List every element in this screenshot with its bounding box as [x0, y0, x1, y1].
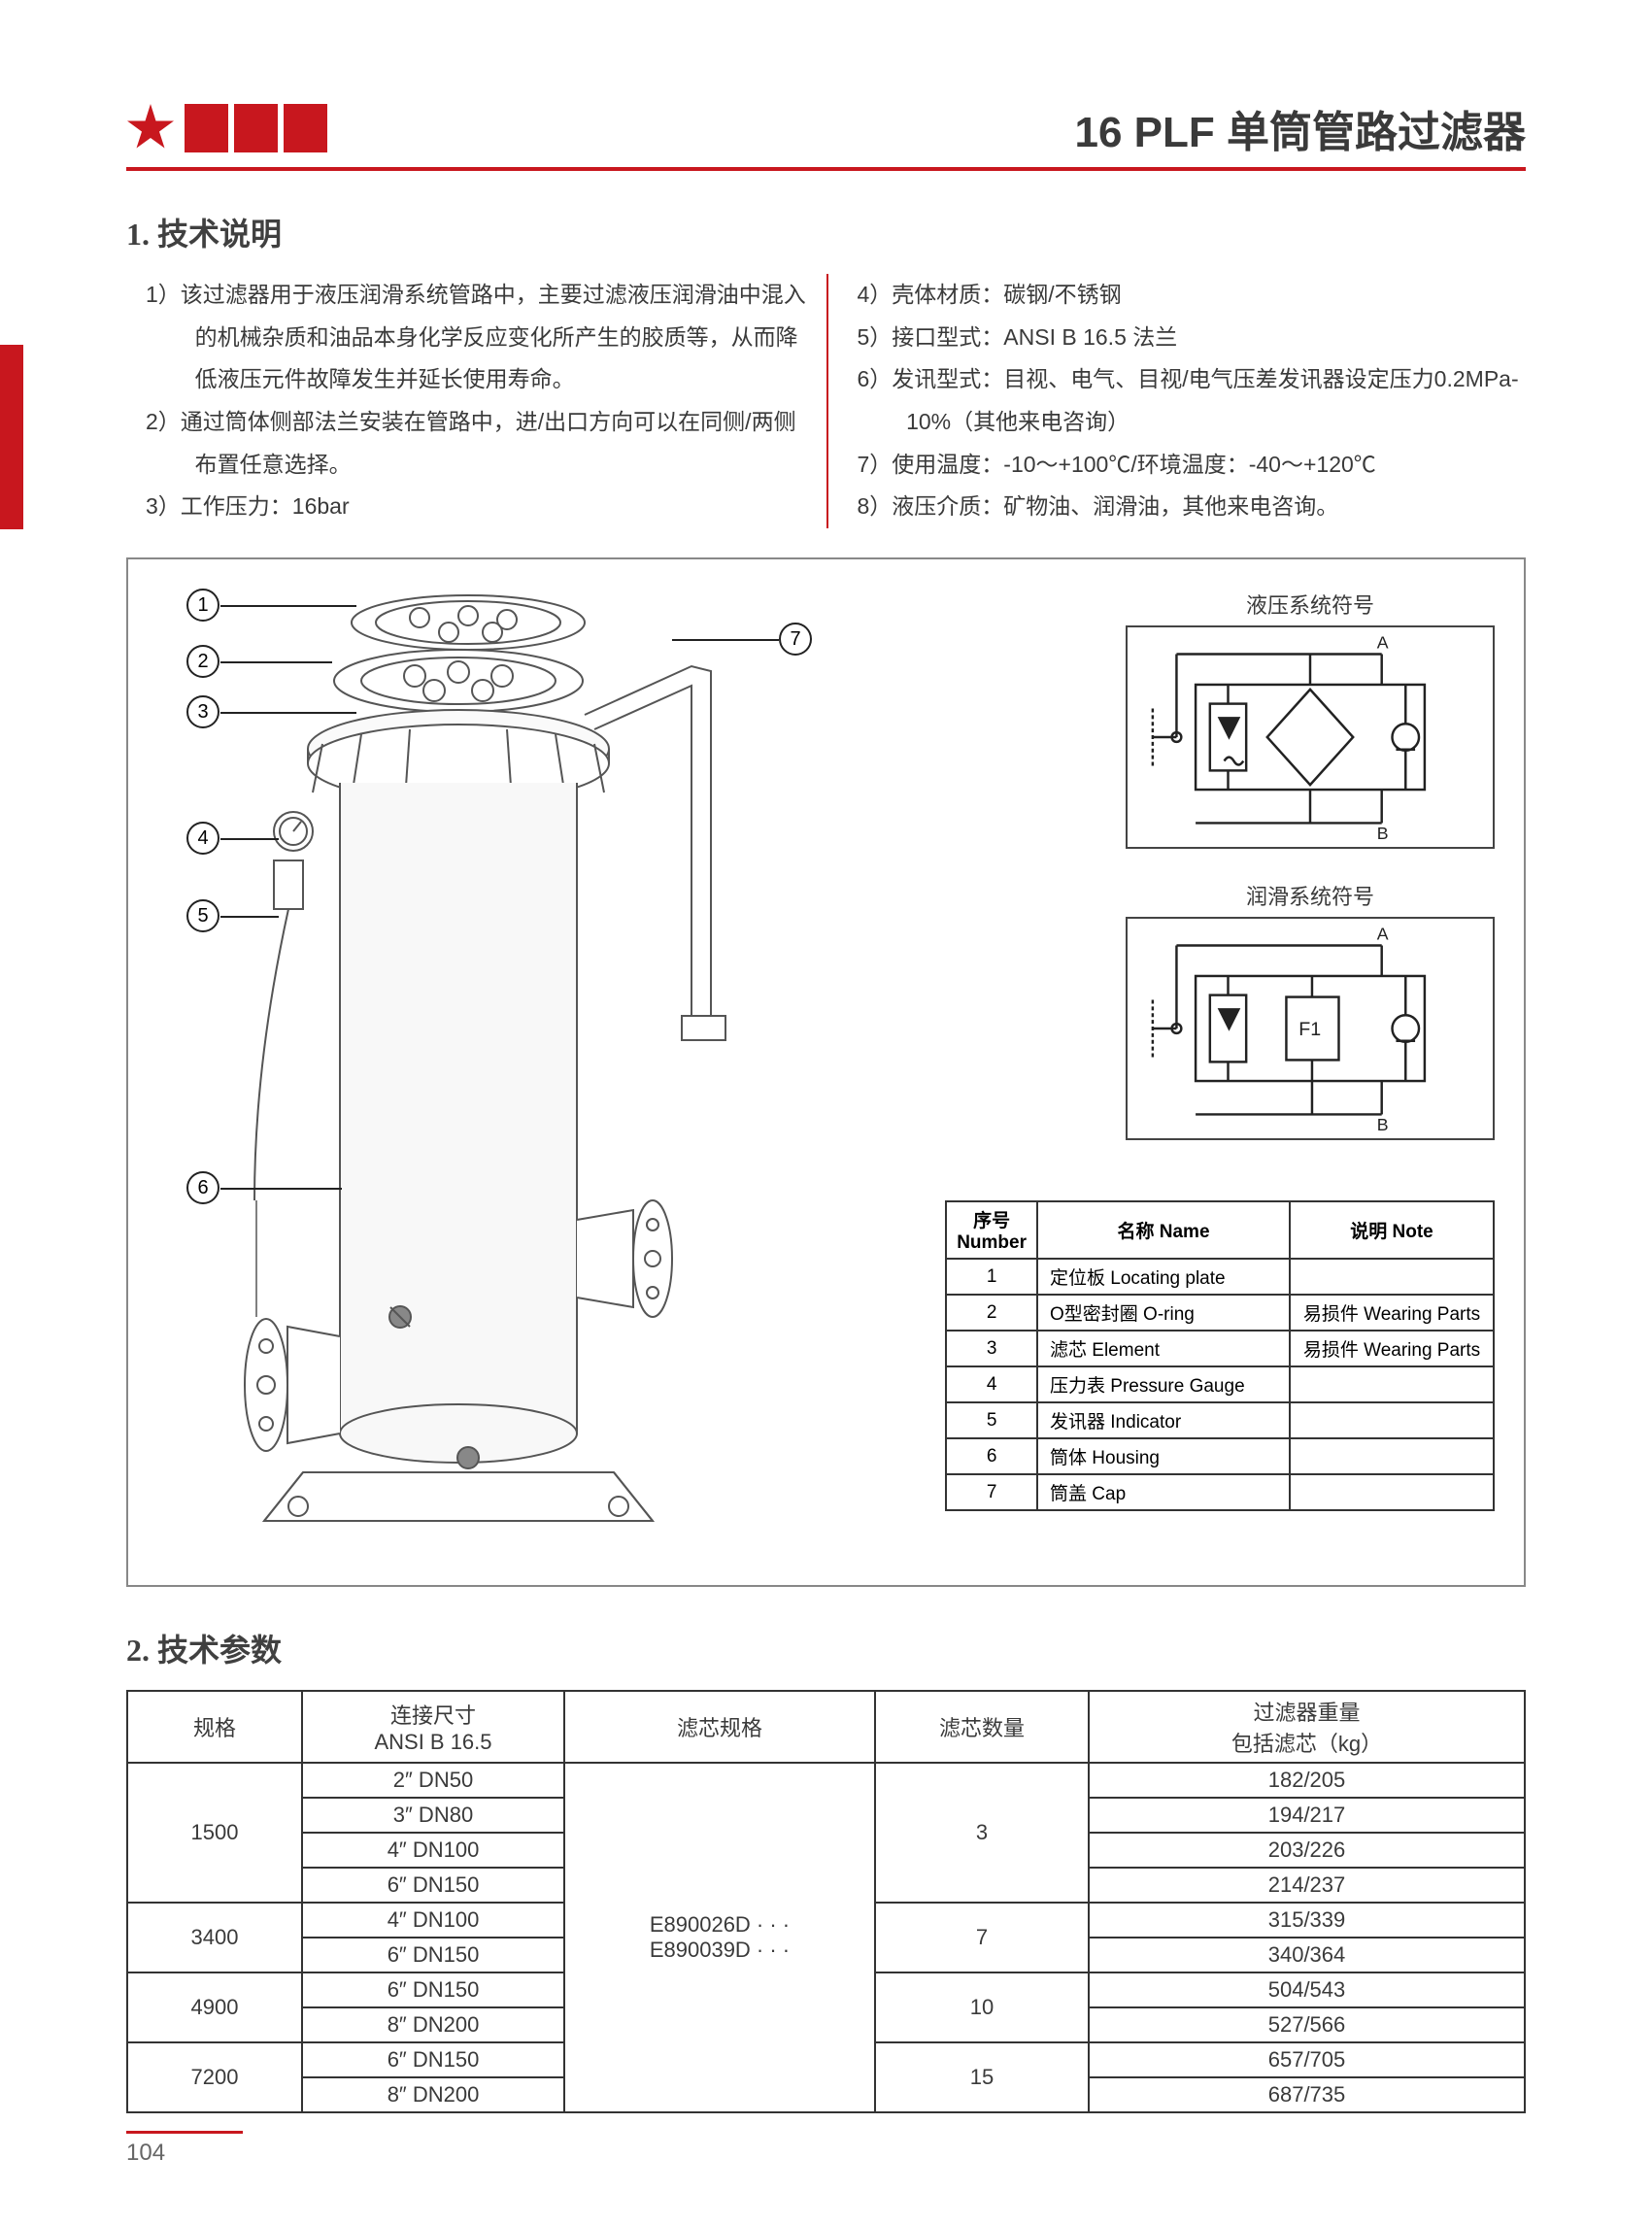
parts-table: 序号 Number 名称 Name 说明 Note 1定位板 Locating …: [945, 1200, 1495, 1511]
spec-th-element: 滤芯规格: [564, 1691, 875, 1763]
f1-label: F1: [1298, 1019, 1321, 1040]
page-number: 104: [126, 2131, 243, 2167]
table-row: 7筒盖 Cap: [946, 1474, 1494, 1510]
callout-4: 4: [186, 822, 219, 855]
hydraulic-symbol-box: 液压系统符号 A B: [1126, 589, 1495, 854]
callout-3: 3: [186, 695, 219, 728]
table-row: 1500 2″ DN50 E890026D · · · E890039D · ·…: [127, 1763, 1525, 1798]
port-a-label: A: [1377, 925, 1389, 944]
port-a-label: A: [1377, 633, 1389, 653]
table-row: 2O型密封圈 O-ring易损件 Wearing Parts: [946, 1295, 1494, 1331]
table-row: 1定位板 Locating plate: [946, 1259, 1494, 1295]
desc-item: 5）接口型式：ANSI B 16.5 法兰: [858, 317, 1527, 359]
callout-6: 6: [186, 1171, 219, 1204]
callout-line: [220, 605, 356, 607]
callout-line: [672, 639, 779, 641]
section1-heading: 1. 技术说明: [126, 210, 1526, 254]
callout-2: 2: [186, 645, 219, 678]
desc-item: 4）壳体材质：碳钢/不锈钢: [858, 274, 1527, 317]
spec-th-conn: 连接尺寸 ANSI B 16.5: [302, 1691, 564, 1763]
desc-item: 8）液压介质：矿物油、润滑油，其他来电咨询。: [858, 486, 1527, 528]
desc-item: 1）该过滤器用于液压润滑系统管路中，主要过滤液压润滑油中混入的机械杂质和油品本身…: [146, 274, 807, 401]
section2-heading: 2. 技术参数: [126, 1626, 1526, 1670]
table-row: 4压力表 Pressure Gauge: [946, 1366, 1494, 1402]
logo-bar-icon: [234, 104, 278, 152]
parts-th-number: 序号 Number: [946, 1201, 1037, 1259]
element-spec-cell: E890026D · · · E890039D · · ·: [564, 1763, 875, 2112]
side-tab: [0, 345, 23, 529]
page-header: 16 PLF 单筒管路过滤器: [126, 97, 1526, 171]
callout-line: [220, 1188, 342, 1190]
desc-item: 2）通过筒体侧部法兰安装在管路中，进/出口方向可以在同侧/两侧布置任意选择。: [146, 401, 807, 486]
hydraulic-symbol-title: 液压系统符号: [1126, 589, 1495, 620]
hydraulic-symbol-icon: A B: [1126, 625, 1495, 849]
logo-bar-icon: [284, 104, 327, 152]
lube-symbol-icon: A B F1: [1126, 917, 1495, 1140]
callout-1: 1: [186, 589, 219, 622]
table-row: 5发讯器 Indicator: [946, 1402, 1494, 1438]
tech-description: 1）该过滤器用于液压润滑系统管路中，主要过滤液压润滑油中混入的机械杂质和油品本身…: [126, 274, 1526, 528]
lube-symbol-box: 润滑系统符号 A B F1: [1126, 880, 1495, 1145]
exploded-diagram-box: 1 2 3 4 5 6 7 液压系统符号 A B: [126, 557, 1526, 1587]
callout-line: [220, 712, 356, 714]
spec-th-weight: 过滤器重量 包括滤芯（kg）: [1089, 1691, 1525, 1763]
product-drawing: [167, 579, 750, 1560]
logo-bar-icon: [185, 104, 228, 152]
logo: [126, 104, 327, 152]
callout-line: [220, 838, 279, 840]
lube-symbol-title: 润滑系统符号: [1126, 880, 1495, 911]
desc-item: 7）使用温度：-10～+100℃/环境温度：-40～+120℃: [858, 444, 1527, 487]
port-b-label: B: [1377, 1115, 1389, 1134]
logo-star-icon: [126, 104, 175, 152]
spec-th-qty: 滤芯数量: [875, 1691, 1089, 1763]
callout-line: [220, 916, 279, 918]
table-row: 6筒体 Housing: [946, 1438, 1494, 1474]
callout-line: [220, 661, 332, 663]
spec-th-spec: 规格: [127, 1691, 302, 1763]
desc-item: 3）工作压力：16bar: [146, 486, 807, 528]
callout-5: 5: [186, 899, 219, 932]
callout-7: 7: [779, 623, 812, 656]
parts-th-note: 说明 Note: [1290, 1201, 1494, 1259]
page-title: 16 PLF 单筒管路过滤器: [1075, 97, 1527, 159]
port-b-label: B: [1377, 824, 1389, 843]
desc-item: 6）发讯型式：目视、电气、目视/电气压差发讯器设定压力0.2MPa-10%（其他…: [858, 358, 1527, 443]
parts-th-name: 名称 Name: [1037, 1201, 1290, 1259]
table-row: 3滤芯 Element易损件 Wearing Parts: [946, 1331, 1494, 1366]
spec-table: 规格 连接尺寸 ANSI B 16.5 滤芯规格 滤芯数量 过滤器重量 包括滤芯…: [126, 1690, 1526, 2113]
